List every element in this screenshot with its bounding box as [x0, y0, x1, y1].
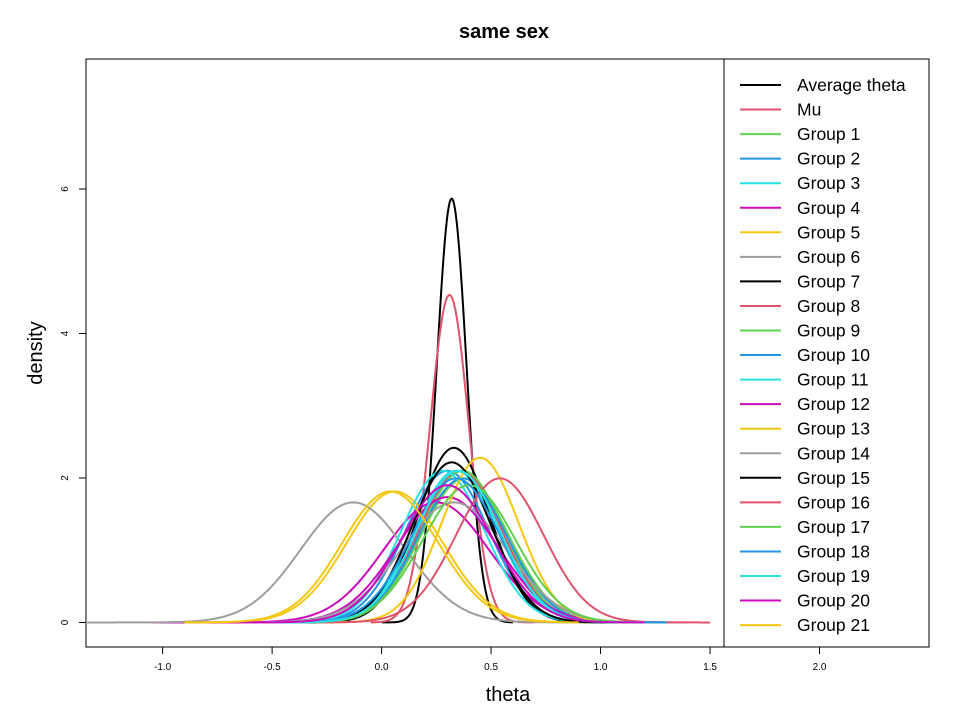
x-tick-label: 0.5: [484, 662, 498, 673]
legend-label-18: Group 16: [797, 492, 870, 512]
x-tick-label: 2.0: [813, 662, 827, 673]
legend-box: [723, 58, 930, 648]
legend-label-14: Group 12: [797, 394, 870, 414]
legend-label-9: Group 7: [797, 271, 860, 291]
density-curve-16: [250, 501, 689, 624]
density-curve-19: [272, 484, 667, 624]
legend-label-19: Group 17: [797, 517, 870, 537]
density-curve-11: [272, 469, 645, 624]
legend-label-20: Group 18: [797, 541, 870, 561]
legend-label-6: Group 4: [797, 198, 860, 218]
x-axis: -1.0 -0.5 0.0 0.5 1.0 1.5 2.0: [154, 647, 827, 673]
legend-entries: Average theta Mu Group 1 Group 2 Group 3 Grou…: [740, 75, 906, 635]
legend-label-2: Mu: [797, 100, 821, 120]
legend-label-10: Group 8: [797, 296, 860, 316]
legend-label-5: Group 3: [797, 173, 860, 193]
x-tick-label: -0.5: [263, 662, 281, 673]
series-curves: [86, 197, 711, 624]
density-curve-4: [272, 469, 645, 624]
x-tick-label: 1.5: [703, 662, 717, 673]
x-axis-label: theta: [486, 684, 531, 706]
y-tick-label: 6: [60, 186, 71, 192]
legend-label-8: Group 6: [797, 247, 860, 267]
legend-label-16: Group 14: [797, 443, 870, 463]
density-curve-13: [272, 469, 645, 624]
legend-label-22: Group 20: [797, 591, 870, 611]
legend-label-17: Group 15: [797, 468, 870, 488]
legend-label-15: Group 13: [797, 419, 870, 439]
legend: Average theta Mu Group 1 Group 2 Group 3 Grou…: [723, 58, 930, 648]
legend-label-11: Group 9: [797, 321, 860, 341]
legend-label-4: Group 2: [797, 149, 860, 169]
legend-label-7: Group 5: [797, 222, 860, 242]
legend-label-23: Group 21: [797, 615, 870, 635]
density-curve-1: [381, 197, 514, 624]
y-tick-label: 4: [60, 330, 71, 336]
x-tick-label: -1.0: [154, 662, 172, 673]
density-curve-10: [272, 469, 645, 624]
y-tick-label: 0: [60, 619, 71, 625]
legend-label-13: Group 11: [797, 370, 869, 390]
legend-label-12: Group 10: [797, 345, 870, 365]
density-curve-23: [184, 490, 579, 624]
x-tick-label: 1.0: [594, 662, 608, 673]
legend-label-3: Group 1: [797, 124, 860, 144]
x-tick-label: 0.0: [375, 662, 389, 673]
y-axis-label: density: [25, 321, 47, 384]
y-axis: 0 2 4 6: [60, 186, 86, 625]
chart-title: same sex: [459, 21, 549, 43]
density-curve-22: [250, 484, 645, 624]
y-tick-label: 2: [60, 475, 71, 481]
density-curve-8: [86, 501, 579, 624]
legend-label-21: Group 19: [797, 566, 870, 586]
density-curve-5: [272, 469, 645, 624]
density-curve-21: [272, 469, 645, 624]
legend-label-1: Average theta: [797, 75, 906, 95]
